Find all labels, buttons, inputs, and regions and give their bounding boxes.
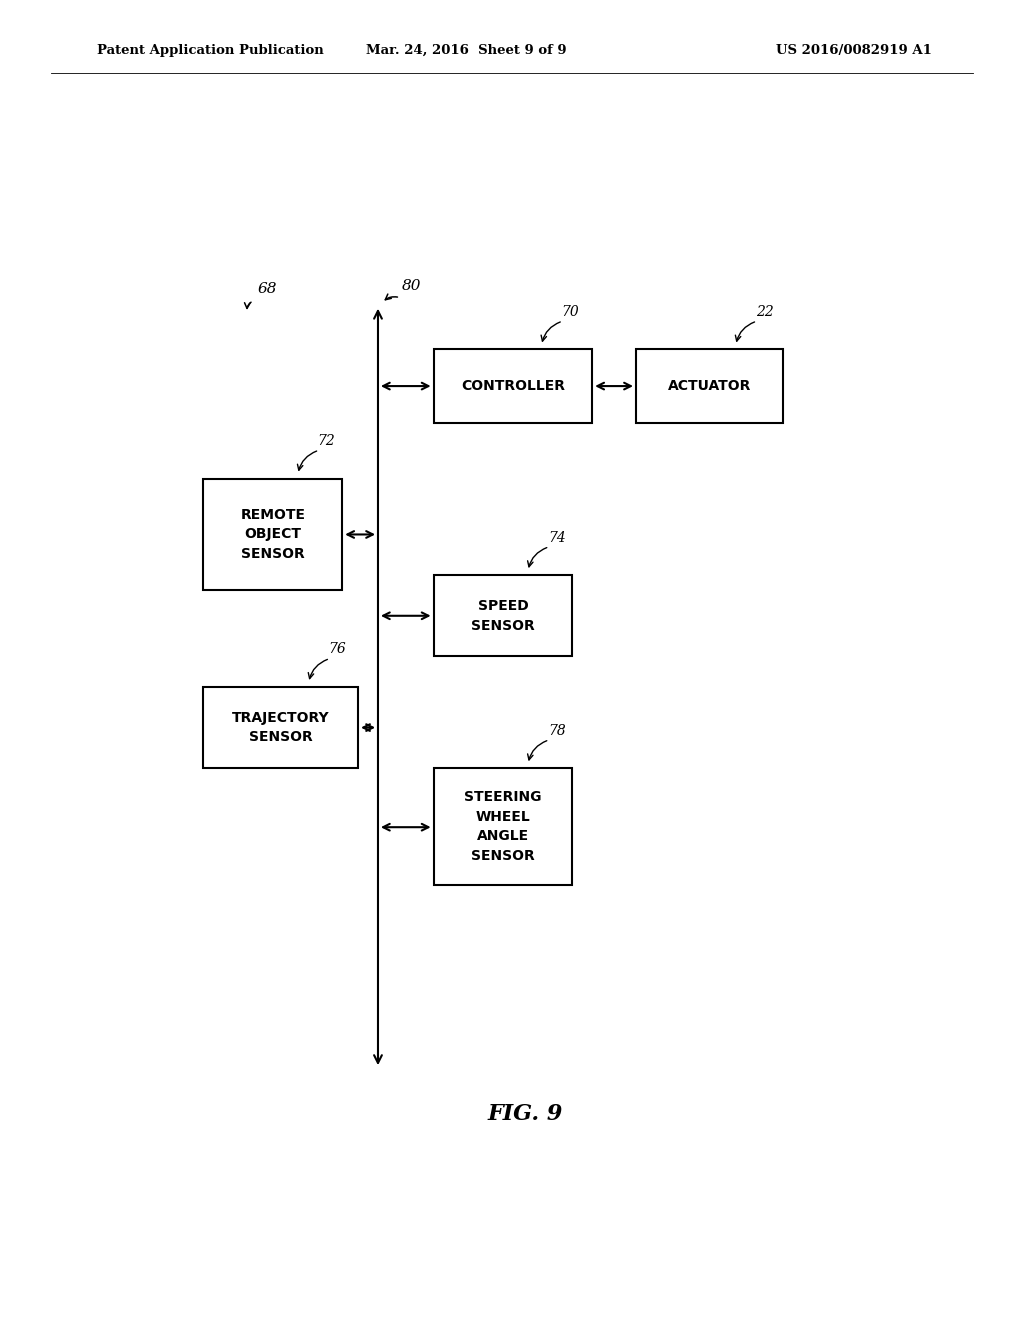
Text: TRAJECTORY
SENSOR: TRAJECTORY SENSOR [232, 711, 330, 744]
Text: SPEED
SENSOR: SPEED SENSOR [471, 599, 535, 632]
Text: REMOTE
OBJECT
SENSOR: REMOTE OBJECT SENSOR [241, 508, 305, 561]
Text: ACTUATOR: ACTUATOR [668, 379, 751, 393]
Bar [433, 576, 572, 656]
Text: Mar. 24, 2016  Sheet 9 of 9: Mar. 24, 2016 Sheet 9 of 9 [366, 44, 566, 57]
Text: CONTROLLER: CONTROLLER [461, 379, 565, 393]
Text: 76: 76 [329, 643, 346, 656]
Bar [433, 768, 572, 886]
Bar [433, 350, 592, 422]
Text: 74: 74 [548, 531, 565, 545]
Text: 22: 22 [756, 305, 773, 319]
Text: 78: 78 [548, 723, 565, 738]
Text: FIG. 9: FIG. 9 [487, 1102, 562, 1125]
Text: US 2016/0082919 A1: US 2016/0082919 A1 [776, 44, 932, 57]
Bar [636, 350, 782, 422]
Text: 72: 72 [317, 434, 336, 447]
Bar [204, 686, 358, 768]
Bar [204, 479, 342, 590]
Text: 68: 68 [257, 281, 276, 296]
Text: Patent Application Publication: Patent Application Publication [97, 44, 324, 57]
Text: 70: 70 [561, 305, 579, 319]
Text: STEERING
WHEEL
ANGLE
SENSOR: STEERING WHEEL ANGLE SENSOR [464, 791, 542, 863]
Text: 80: 80 [401, 279, 421, 293]
